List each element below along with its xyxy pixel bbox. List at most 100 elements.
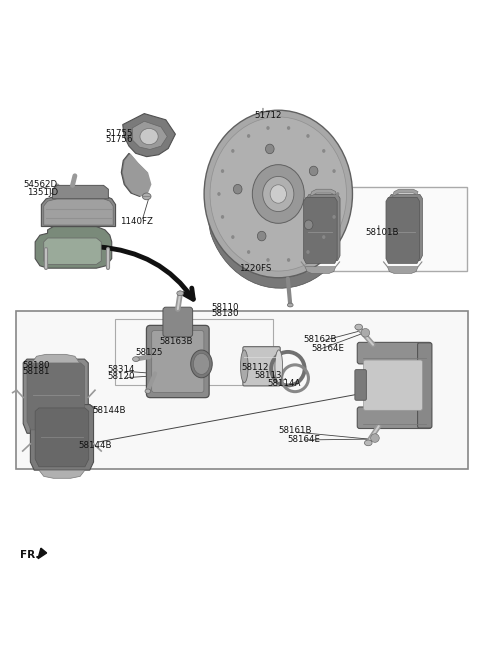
Polygon shape bbox=[38, 548, 47, 559]
Polygon shape bbox=[32, 354, 80, 363]
Ellipse shape bbox=[270, 185, 287, 203]
FancyBboxPatch shape bbox=[152, 331, 204, 392]
Ellipse shape bbox=[364, 440, 372, 445]
Polygon shape bbox=[386, 197, 420, 264]
Text: 58130: 58130 bbox=[211, 309, 239, 318]
Polygon shape bbox=[304, 197, 337, 264]
Ellipse shape bbox=[304, 220, 313, 230]
Ellipse shape bbox=[59, 203, 67, 210]
Ellipse shape bbox=[217, 192, 221, 196]
Ellipse shape bbox=[287, 258, 290, 262]
Polygon shape bbox=[44, 238, 101, 264]
Ellipse shape bbox=[231, 149, 235, 153]
Polygon shape bbox=[307, 194, 340, 260]
Ellipse shape bbox=[266, 126, 270, 130]
Polygon shape bbox=[39, 470, 85, 478]
FancyBboxPatch shape bbox=[355, 369, 366, 400]
Ellipse shape bbox=[332, 215, 336, 219]
Ellipse shape bbox=[265, 144, 274, 154]
Text: 58120: 58120 bbox=[107, 373, 134, 381]
Polygon shape bbox=[27, 363, 84, 430]
Polygon shape bbox=[23, 359, 88, 434]
Ellipse shape bbox=[143, 193, 151, 199]
Ellipse shape bbox=[332, 169, 336, 173]
Polygon shape bbox=[123, 154, 152, 196]
Text: 58112: 58112 bbox=[241, 363, 268, 372]
Text: 58110: 58110 bbox=[211, 303, 239, 312]
Circle shape bbox=[361, 329, 370, 337]
FancyBboxPatch shape bbox=[357, 342, 432, 364]
Text: 54562D: 54562D bbox=[24, 180, 58, 189]
Ellipse shape bbox=[306, 250, 310, 254]
Ellipse shape bbox=[257, 232, 266, 241]
Text: 58101B: 58101B bbox=[365, 228, 399, 237]
Polygon shape bbox=[209, 194, 354, 288]
FancyBboxPatch shape bbox=[163, 307, 192, 337]
Text: 58164E: 58164E bbox=[287, 434, 320, 443]
Text: 58162B: 58162B bbox=[303, 335, 336, 344]
Text: 58113: 58113 bbox=[254, 371, 282, 380]
Bar bbox=[16, 311, 468, 469]
Ellipse shape bbox=[247, 134, 250, 138]
Text: 51755: 51755 bbox=[105, 129, 132, 138]
Ellipse shape bbox=[355, 324, 362, 330]
Ellipse shape bbox=[145, 389, 151, 394]
Ellipse shape bbox=[140, 129, 158, 145]
Text: 58114A: 58114A bbox=[268, 380, 301, 388]
Ellipse shape bbox=[266, 258, 270, 262]
Ellipse shape bbox=[247, 250, 250, 254]
Text: 1140FZ: 1140FZ bbox=[120, 216, 153, 226]
Polygon shape bbox=[392, 189, 418, 196]
Ellipse shape bbox=[61, 205, 65, 208]
Polygon shape bbox=[121, 154, 150, 196]
Text: 58164E: 58164E bbox=[312, 344, 345, 353]
Text: 58144B: 58144B bbox=[79, 441, 112, 450]
Ellipse shape bbox=[177, 291, 183, 296]
Text: 58163B: 58163B bbox=[159, 337, 193, 346]
Polygon shape bbox=[123, 113, 175, 157]
Bar bbox=[305, 187, 468, 270]
Ellipse shape bbox=[221, 169, 224, 173]
Text: 51712: 51712 bbox=[254, 111, 282, 120]
Ellipse shape bbox=[309, 166, 318, 176]
Polygon shape bbox=[44, 199, 113, 225]
Text: 58161B: 58161B bbox=[278, 426, 312, 436]
Polygon shape bbox=[305, 267, 336, 274]
Ellipse shape bbox=[322, 149, 325, 153]
Ellipse shape bbox=[221, 215, 224, 219]
Text: 1220FS: 1220FS bbox=[239, 264, 271, 273]
Text: 1351JD: 1351JD bbox=[27, 188, 58, 197]
Ellipse shape bbox=[287, 126, 290, 130]
Polygon shape bbox=[35, 226, 112, 268]
Text: 58181: 58181 bbox=[22, 367, 50, 376]
Circle shape bbox=[371, 434, 379, 442]
Ellipse shape bbox=[306, 134, 310, 138]
Ellipse shape bbox=[210, 117, 347, 271]
Ellipse shape bbox=[288, 303, 293, 307]
Text: 58125: 58125 bbox=[136, 348, 163, 357]
Polygon shape bbox=[30, 405, 94, 470]
Text: 58314: 58314 bbox=[107, 365, 134, 374]
Polygon shape bbox=[52, 186, 108, 199]
Polygon shape bbox=[35, 408, 89, 467]
FancyBboxPatch shape bbox=[363, 360, 422, 410]
Ellipse shape bbox=[132, 357, 139, 361]
Text: 58180: 58180 bbox=[22, 361, 50, 370]
Polygon shape bbox=[41, 196, 116, 226]
Ellipse shape bbox=[252, 165, 304, 223]
Ellipse shape bbox=[204, 110, 352, 277]
FancyBboxPatch shape bbox=[243, 346, 280, 386]
Ellipse shape bbox=[322, 235, 325, 239]
Polygon shape bbox=[310, 189, 336, 196]
Ellipse shape bbox=[191, 350, 212, 378]
Polygon shape bbox=[387, 267, 418, 274]
Ellipse shape bbox=[275, 350, 283, 382]
FancyBboxPatch shape bbox=[146, 325, 209, 398]
Polygon shape bbox=[389, 194, 422, 260]
Ellipse shape bbox=[233, 184, 242, 194]
Ellipse shape bbox=[193, 354, 210, 375]
Ellipse shape bbox=[240, 350, 248, 382]
Text: FR.: FR. bbox=[20, 550, 39, 560]
Ellipse shape bbox=[231, 235, 235, 239]
Text: 58144B: 58144B bbox=[93, 406, 126, 415]
